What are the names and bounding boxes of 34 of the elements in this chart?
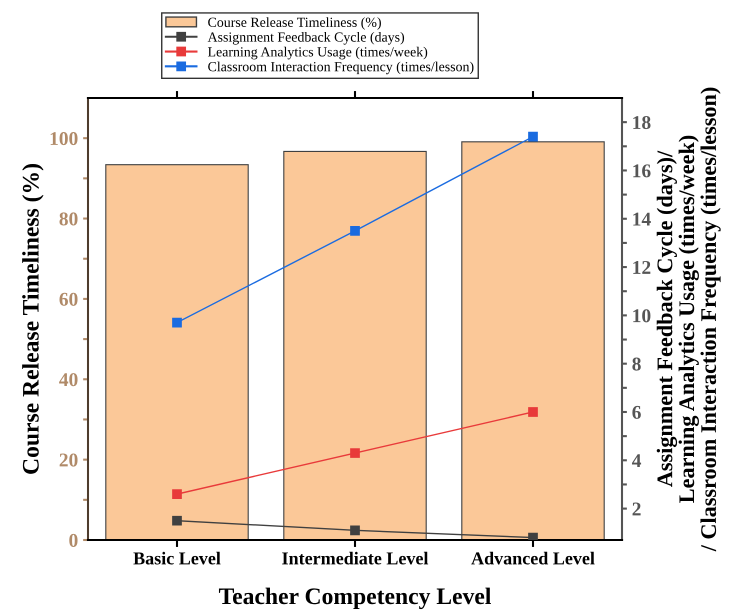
- y2-tick-label: 18: [633, 116, 651, 130]
- point: [172, 318, 182, 328]
- y2-tick-label: 16: [633, 164, 651, 178]
- point: [350, 525, 360, 536]
- y2-tick-label: 12: [633, 260, 650, 274]
- point: [528, 532, 538, 540]
- y-axis-title: Course Release Timeliness (%): [22, 164, 44, 474]
- x-tick-label: Intermediate Level: [282, 552, 428, 565]
- point: [528, 407, 538, 417]
- point: [350, 448, 360, 458]
- x-tick-label: Basic Level: [133, 552, 221, 565]
- y-tick-label: 0: [69, 534, 78, 547]
- y-tick-label: 40: [59, 373, 78, 386]
- y-tick-label: 60: [60, 292, 78, 306]
- y2-tick-label: 6: [632, 406, 641, 419]
- y-tick-label: 20: [60, 453, 78, 467]
- y2-tick-label: 2: [632, 502, 641, 516]
- point: [172, 489, 182, 499]
- legend-label: Course Release Timeliness (%): [208, 17, 381, 30]
- point: [172, 516, 182, 526]
- y-tick-label: 80: [59, 212, 78, 226]
- legend-label: Learning Analytics Usage (times/week): [208, 46, 428, 60]
- point: [528, 132, 538, 142]
- y2-axis-title: Assignment Feedback Cycle (days)/ Learning Analytics Usage (times/week) / Classroom Interaction Frequency (times/lesson): [656, 88, 721, 552]
- y2-tick-label: 10: [633, 309, 650, 322]
- x-tick-label: Advanced Level: [471, 552, 595, 565]
- legend-label: Classroom Interaction Frequency (times/lesson): [208, 62, 474, 74]
- y2-tick-label: 8: [632, 358, 641, 371]
- y2-tick-label: 4: [632, 454, 642, 468]
- legend-label: Assignment Feedback Cycle (days): [208, 32, 404, 45]
- point: [350, 226, 360, 236]
- y2-tick-label: 14: [633, 212, 651, 226]
- y-tick-label: 100: [50, 132, 78, 146]
- x-axis-title: Teacher Competency Level: [218, 588, 491, 610]
